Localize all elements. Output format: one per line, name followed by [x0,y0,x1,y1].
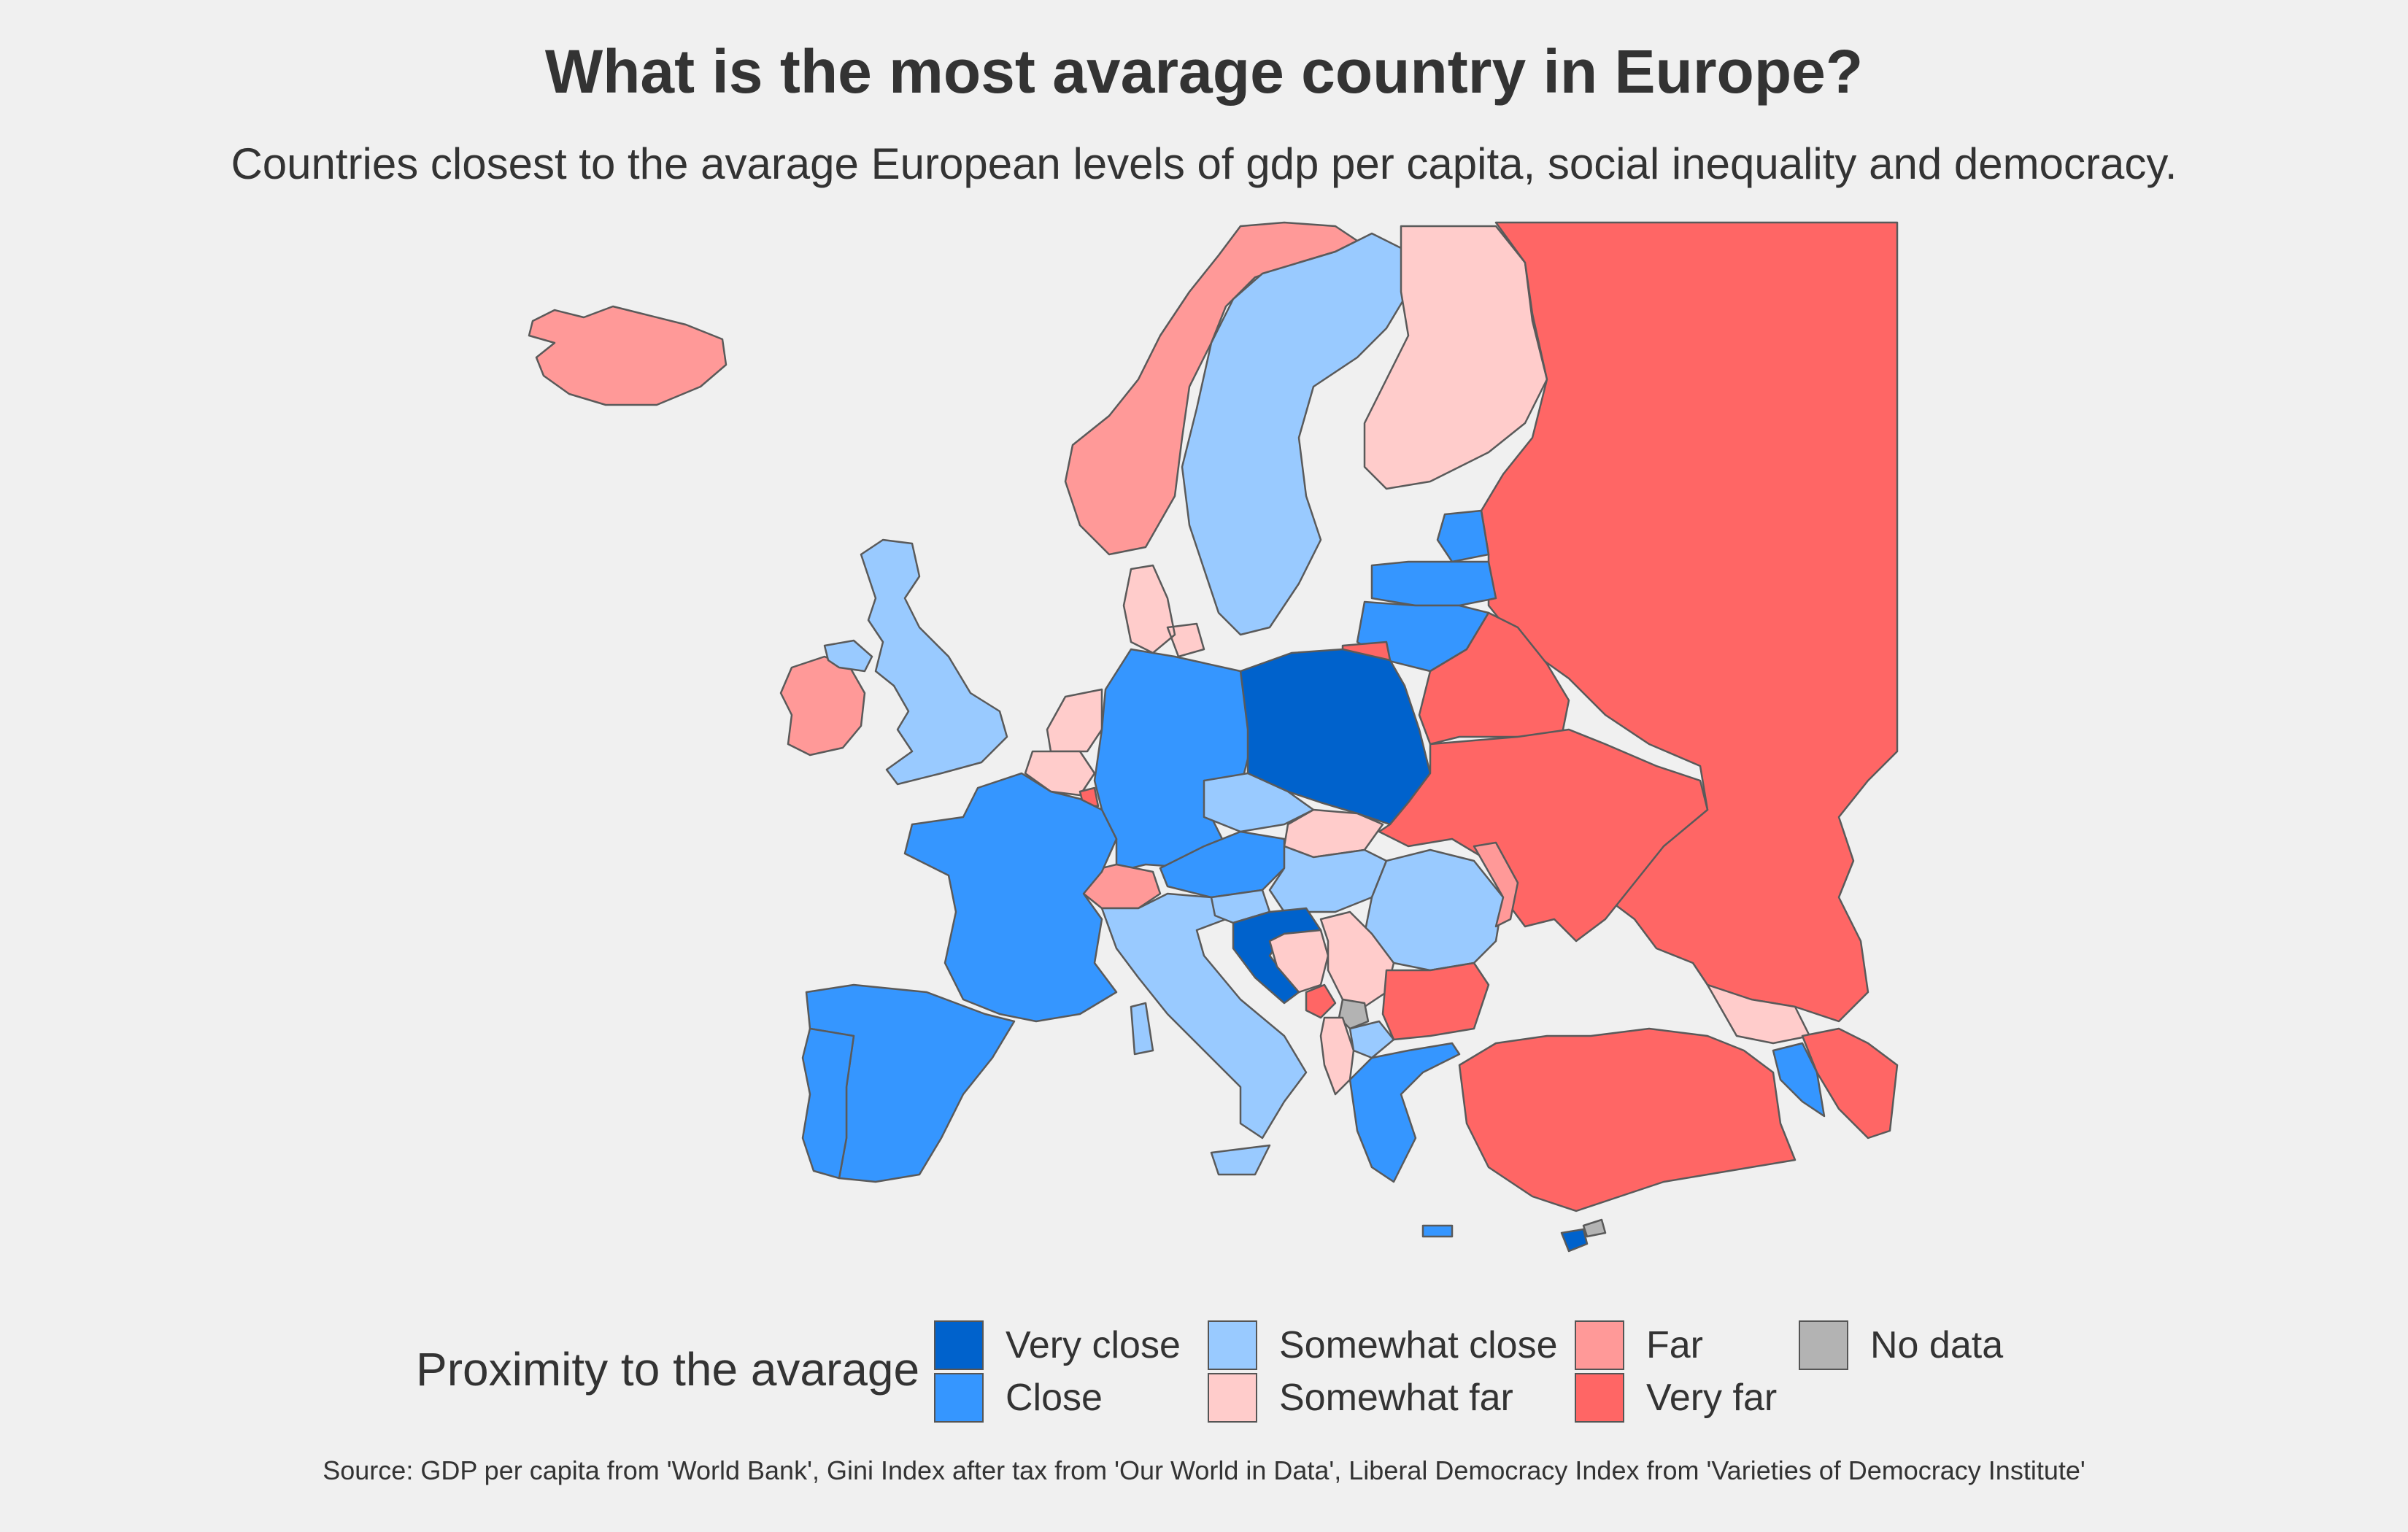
legend-swatch [1575,1320,1624,1370]
legend-swatch [934,1320,984,1370]
country-belarus [1418,611,1570,746]
legend-title: Proximity to the avarage [416,1343,920,1396]
europe-map [528,221,1899,1253]
legend-label: Somewhat close [1279,1324,1558,1366]
country-sweden [1181,232,1410,636]
chart-subtitle: Countries closest to the avarage Europea… [231,139,2177,188]
country-switzerland [1082,863,1162,910]
legend-swatch [1208,1320,1257,1370]
country-northern-cyprus [1582,1218,1607,1238]
legend-swatch [1575,1373,1624,1423]
chart-title: What is the most avarage country in Euro… [544,37,1864,106]
country-armenia [1772,1042,1826,1118]
country-latvia [1370,560,1497,607]
country-serbia [1319,910,1395,1008]
legend-item-somewhat-close: Somewhat close [1208,1320,1558,1370]
source-note: Source: GDP per capita from 'World Bank'… [323,1455,2085,1485]
legend-item-very-close: Very close [934,1320,1181,1370]
legend-item-somewhat-far: Somewhat far [1208,1373,1513,1423]
country-greece [1348,1042,1461,1238]
legend-label: Far [1646,1324,1703,1366]
legend-item-very-far: Very far [1575,1373,1777,1423]
country-portugal [801,1027,855,1180]
legend-label: No data [1870,1324,2004,1366]
legend-item-no-data: No data [1799,1320,2003,1370]
country-turkey [1458,1027,1797,1212]
legend-swatch [934,1373,984,1423]
country-iceland [528,305,728,406]
country-montenegro [1305,983,1337,1019]
country-estonia [1436,509,1490,563]
country-moldova [1473,841,1519,928]
country-bosnia [1268,929,1330,994]
legend-label: Close [1006,1377,1103,1419]
country-azerbaijan [1801,1027,1899,1140]
legend-swatch [1799,1320,1848,1370]
country-netherlands [1046,688,1103,753]
country-united-kingdom [860,538,1008,786]
country-hungary [1268,845,1388,913]
country-bulgaria [1381,962,1490,1041]
country-northern-ireland [823,639,873,673]
country-kosovo [1338,998,1370,1030]
country-cyprus [1560,1228,1589,1253]
legend-label: Very far [1646,1377,1778,1419]
country-north-macedonia [1348,1020,1395,1059]
legend-label: Very close [1006,1324,1181,1366]
country-ukraine [1378,728,1709,943]
legend-label: Somewhat far [1279,1377,1513,1419]
legend-item-close: Close [934,1373,1103,1423]
legend-item-far: Far [1575,1320,1703,1370]
legend-swatch [1208,1373,1257,1423]
country-denmark [1122,564,1205,658]
country-ireland [779,655,866,757]
country-albania [1319,1016,1355,1096]
country-france [903,772,1118,1023]
